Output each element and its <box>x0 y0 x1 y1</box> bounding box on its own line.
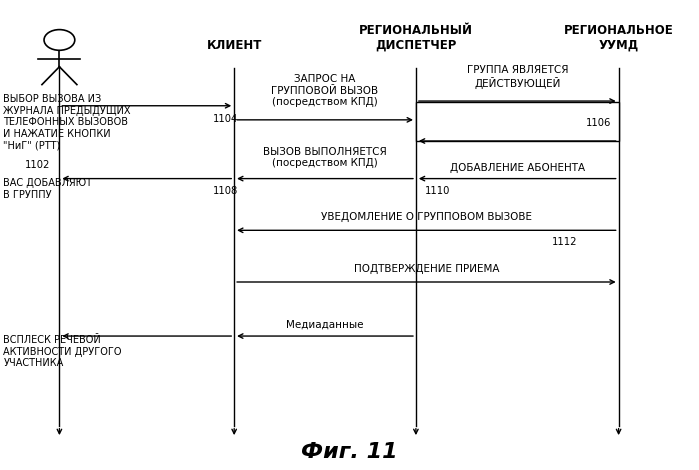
Text: ДОБАВЛЕНИЕ АБОНЕНТА: ДОБАВЛЕНИЕ АБОНЕНТА <box>449 163 585 173</box>
Text: 1106: 1106 <box>586 118 611 127</box>
Text: ВЫБОР ВЫЗОВА ИЗ
ЖУРНАЛА ПРЕДЫДУЩИХ
ТЕЛЕФОННЫХ ВЫЗОВОВ
И НАЖАТИЕ КНОПКИ
"НиГ" (РТ: ВЫБОР ВЫЗОВА ИЗ ЖУРНАЛА ПРЕДЫДУЩИХ ТЕЛЕФ… <box>3 94 131 150</box>
Text: ВАС ДОБАВЛЯЮТ
В ГРУППУ: ВАС ДОБАВЛЯЮТ В ГРУППУ <box>3 178 92 200</box>
Text: ЗАПРОС НА
ГРУППОВОЙ ВЫЗОВ
(посредством КПД): ЗАПРОС НА ГРУППОВОЙ ВЫЗОВ (посредством К… <box>271 74 379 107</box>
Text: Фиг. 11: Фиг. 11 <box>301 441 398 462</box>
Text: РЕГИОНАЛЬНОЕ
УУМД: РЕГИОНАЛЬНОЕ УУМД <box>563 24 674 52</box>
Text: ГРУППА ЯВЛЯЕТСЯ
ДЕЙСТВУЮЩЕЙ: ГРУППА ЯВЛЯЕТСЯ ДЕЙСТВУЮЩЕЙ <box>466 65 568 89</box>
Text: ПОДТВЕРЖДЕНИЕ ПРИЕМА: ПОДТВЕРЖДЕНИЕ ПРИЕМА <box>354 265 499 274</box>
Text: 1104: 1104 <box>213 114 238 124</box>
Text: ВЫЗОВ ВЫПОЛНЯЕТСЯ
(посредством КПД): ВЫЗОВ ВЫПОЛНЯЕТСЯ (посредством КПД) <box>263 147 387 168</box>
Text: 1108: 1108 <box>213 186 238 196</box>
Text: УВЕДОМЛЕНИЕ О ГРУППОВОМ ВЫЗОВЕ: УВЕДОМЛЕНИЕ О ГРУППОВОМ ВЫЗОВЕ <box>321 212 532 222</box>
Bar <box>416 102 619 141</box>
Text: КЛИЕНТ: КЛИЕНТ <box>206 39 262 52</box>
Text: 1110: 1110 <box>425 186 450 196</box>
Text: Медиаданные: Медиаданные <box>287 320 363 330</box>
Text: ВСПЛЕСК РЕЧЕВОЙ
АКТИВНОСТИ ДРУГОГО
УЧАСТНИКА: ВСПЛЕСК РЕЧЕВОЙ АКТИВНОСТИ ДРУГОГО УЧАСТ… <box>3 335 122 368</box>
Text: РЕГИОНАЛЬНЫЙ
ДИСПЕТЧЕР: РЕГИОНАЛЬНЫЙ ДИСПЕТЧЕР <box>359 24 473 52</box>
Text: 1102: 1102 <box>25 160 50 170</box>
Text: 1112: 1112 <box>552 237 577 247</box>
